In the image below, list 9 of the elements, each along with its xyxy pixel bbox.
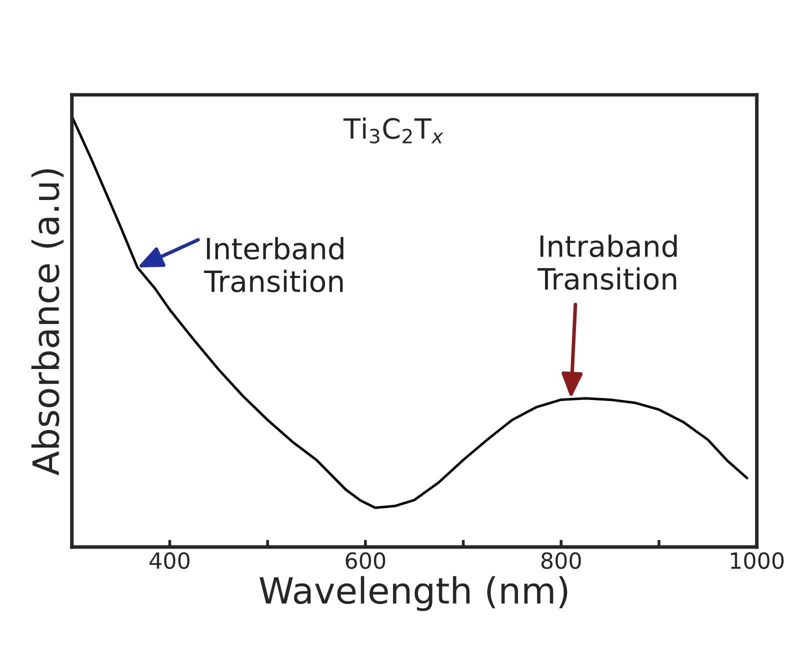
- annotation: Intraband Transition: [537, 234, 677, 290]
- x-tick-label: 1000: [730, 552, 784, 570]
- y-axis-title: Absorbance (a.u): [31, 169, 64, 476]
- x-tick-label: 800: [541, 552, 581, 570]
- x-tick-label: 400: [150, 552, 190, 570]
- annotation: Interband Transition: [204, 237, 344, 292]
- x-tick-label: 600: [346, 552, 386, 570]
- x-axis-title: Wavelength (nm): [260, 576, 568, 612]
- annotation: Ti$_{3}$C$_{2}$T$_{x}$: [343, 118, 444, 144]
